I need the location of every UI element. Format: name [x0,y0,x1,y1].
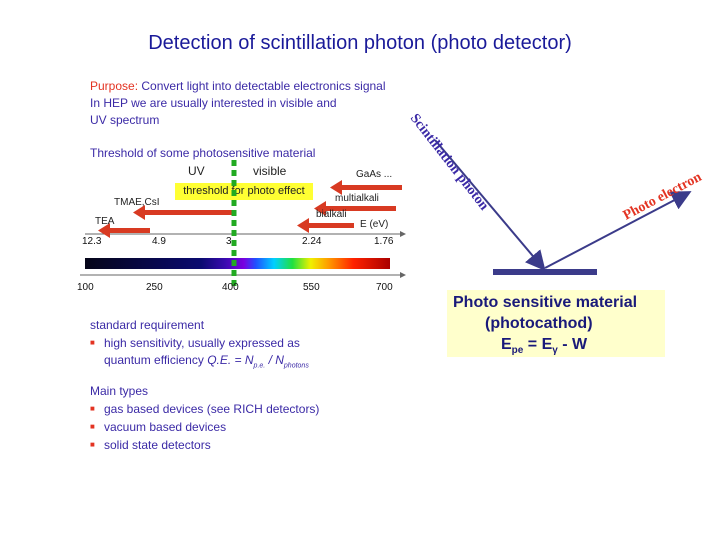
spectrum-bar [85,258,390,269]
bullet-icon: ■ [90,422,95,431]
note-line1: Photo sensitive material [453,294,638,311]
wavelength-tick: 550 [303,282,320,293]
energy-tick: 12.3 [82,236,102,247]
energy-tick: 1.76 [374,236,394,247]
list-item: ■ solid state detectors [90,438,211,452]
visible-label: visible [253,164,287,178]
energy-tick: 3 [226,236,232,247]
incoming-photon-label: Scintillation photon [407,111,492,213]
material-multialkali: multialkali [335,193,379,204]
main-types-heading: Main types [90,384,149,398]
energy-axis-label: E (eV) [360,219,389,230]
threshold-heading: Threshold of some photosensitive materia… [90,146,316,160]
threshold-arrow-multialkali [314,201,396,216]
material-tmae: TMAE,CsI [114,197,160,208]
qe-div: / N [265,353,284,367]
material-gaas: GaAs ... [356,169,393,180]
purpose-block: Purpose: Convert light into detectable e… [90,78,420,129]
qe-formula: Q.E. = N [207,353,254,367]
outgoing-electron-label: Photo electron [621,170,705,224]
purpose-line2: In HEP we are usually interested in visi… [90,96,337,110]
note-line2: (photocathod) [485,315,593,332]
material-tea: TEA [95,216,115,227]
qe-sub-pe: p.e. [253,362,266,370]
threshold-photo-effect-label: threshold for photo effect [175,183,313,200]
purpose-label: Purpose: [90,79,139,93]
wavelength-tick: 250 [146,282,163,293]
main-types-block: Main types ■ gas based devices (see RICH … [90,383,410,454]
requirements-block: standard requirement ■ high sensitivity, … [90,317,410,374]
bullet-icon: ■ [90,440,95,449]
wavelength-tick: 700 [376,282,393,293]
threshold-arrow-tea [98,223,150,238]
incoming-photon-ray [434,139,546,272]
bullet-icon: ■ [90,338,95,347]
wavelength-tick: 400 [222,282,239,293]
purpose-line3: UV spectrum [90,113,160,127]
qe-prefix: quantum efficiency [104,353,204,367]
note-equation: Epe = Eγ - W [501,336,588,357]
list-item: ■ vacuum based devices [90,420,227,434]
wavelength-tick: 100 [77,282,94,293]
threshold-arrow-gaas [330,180,402,195]
bullet-icon: ■ [90,404,95,413]
purpose-line1: Convert light into detectable electronic… [141,79,386,93]
qe-sub-photons: photons [283,362,309,370]
energy-tick: 2.24 [302,236,322,247]
threshold-arrow-bialkali [297,218,354,233]
uv-label: UV [188,164,205,178]
threshold-arrow-tmae [133,205,235,220]
list-item: ■ gas based devices (see RICH detectors) [90,402,320,416]
outgoing-electron-ray [544,191,692,269]
photocathode-note: Photo sensitive material (photocathod) E… [447,290,665,357]
material-bialkali: bialkali [316,209,347,220]
photocathode-surface [493,269,597,275]
requirements-heading: standard requirement [90,318,205,332]
page-title: Detection of scintillation photon (photo… [148,32,572,54]
requirement-item: high sensitivity, usually expressed as [104,336,300,350]
energy-tick: 4.9 [152,236,166,247]
